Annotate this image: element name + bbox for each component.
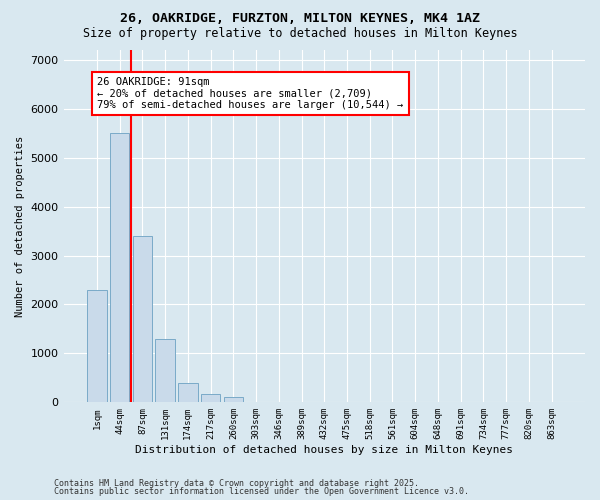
Bar bbox=[155, 338, 175, 402]
Y-axis label: Number of detached properties: Number of detached properties bbox=[15, 136, 25, 317]
Bar bbox=[133, 236, 152, 402]
X-axis label: Distribution of detached houses by size in Milton Keynes: Distribution of detached houses by size … bbox=[135, 445, 513, 455]
Bar bbox=[110, 133, 130, 402]
Bar bbox=[201, 394, 220, 402]
Text: Contains HM Land Registry data © Crown copyright and database right 2025.: Contains HM Land Registry data © Crown c… bbox=[54, 478, 419, 488]
Text: Contains public sector information licensed under the Open Government Licence v3: Contains public sector information licen… bbox=[54, 487, 469, 496]
Text: Size of property relative to detached houses in Milton Keynes: Size of property relative to detached ho… bbox=[83, 28, 517, 40]
Bar bbox=[224, 398, 243, 402]
Text: 26 OAKRIDGE: 91sqm
← 20% of detached houses are smaller (2,709)
79% of semi-deta: 26 OAKRIDGE: 91sqm ← 20% of detached hou… bbox=[97, 77, 404, 110]
Text: 26, OAKRIDGE, FURZTON, MILTON KEYNES, MK4 1AZ: 26, OAKRIDGE, FURZTON, MILTON KEYNES, MK… bbox=[120, 12, 480, 26]
Bar bbox=[87, 290, 107, 403]
Bar bbox=[178, 383, 197, 402]
